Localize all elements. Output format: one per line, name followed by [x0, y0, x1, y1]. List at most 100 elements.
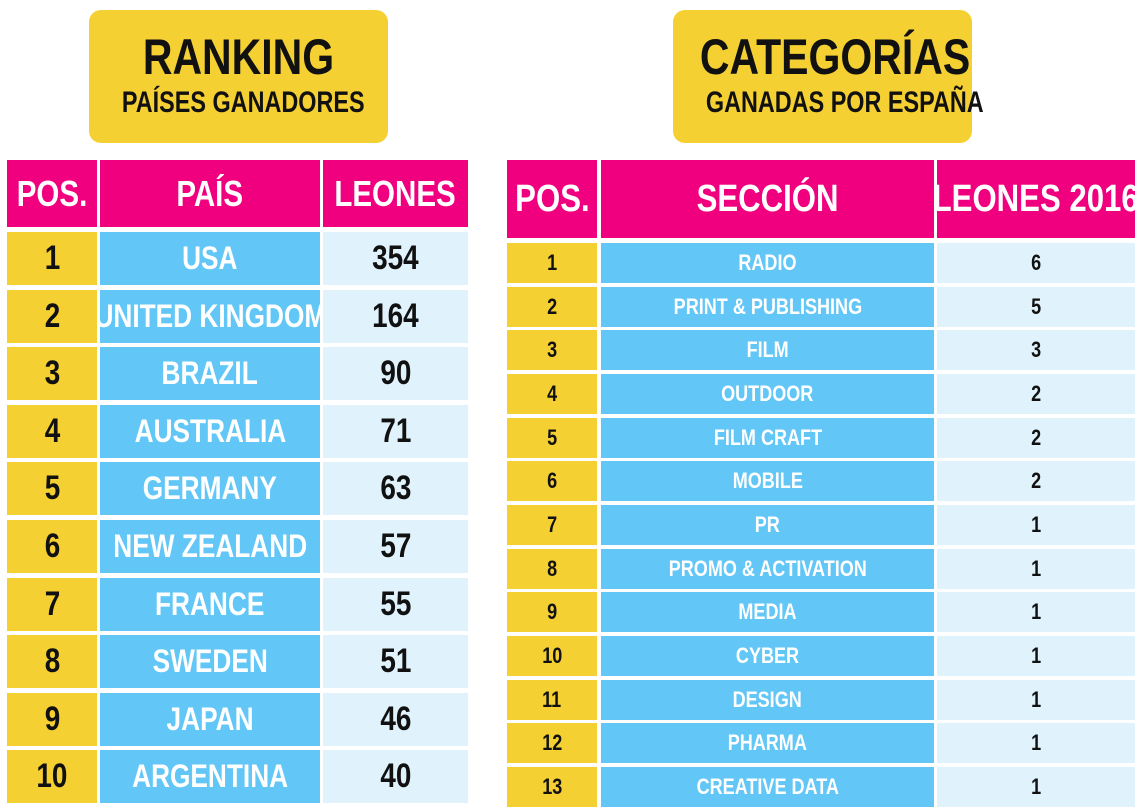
ranking-title-box: RANKING PAÍSES GANADORES — [89, 10, 388, 143]
ranking-header-pos-text: POS. — [16, 172, 88, 214]
ranking-row-3-value-text: 90 — [379, 354, 412, 392]
categorias-row-7-pos: 7 — [507, 505, 597, 545]
ranking-row-5-pos-text: 5 — [44, 469, 60, 507]
categorias-row-11-value-text: 1 — [1030, 687, 1042, 712]
categorias-row-4-value: 2 — [937, 374, 1135, 414]
categorias-row-7-value: 1 — [937, 505, 1135, 545]
categorias-row-6-pos-text: 6 — [546, 468, 558, 493]
categorias-row-8-name-text: PROMO & ACTIVATION — [668, 556, 867, 581]
categorias-row-6-pos: 6 — [507, 461, 597, 501]
categorias-row-10-value-text: 1 — [1030, 643, 1042, 668]
categorias-row-12-pos: 12 — [507, 723, 597, 763]
ranking-row-9-value-text: 46 — [379, 700, 412, 738]
ranking-row-2-value: 164 — [323, 290, 468, 343]
ranking-row-9-value: 46 — [323, 693, 468, 746]
categorias-row-12-name-text: PHARMA — [727, 730, 808, 755]
ranking-row-5-pos: 5 — [7, 462, 97, 515]
categorias-title: CATEGORÍAS — [699, 29, 971, 85]
categorias-row-9-pos: 9 — [507, 592, 597, 632]
ranking-row-6-value: 57 — [323, 520, 468, 573]
categorias-row-8-value: 1 — [937, 549, 1135, 589]
ranking-row-1-name: USA — [100, 232, 320, 285]
categorias-row-3-pos-text: 3 — [546, 337, 558, 362]
categorias-row-2-value: 5 — [937, 287, 1135, 327]
categorias-row-12-pos-text: 12 — [541, 730, 563, 755]
categorias-row-2-pos-text: 2 — [546, 294, 558, 319]
categorias-row-2-name-text: PRINT & PUBLISHING — [673, 294, 862, 319]
categorias-row-6-name-text: MOBILE — [732, 468, 803, 493]
categorias-row-11-value: 1 — [937, 680, 1135, 720]
categorias-row-2-value-text: 5 — [1030, 294, 1042, 319]
ranking-row-6-pos-text: 6 — [44, 527, 60, 565]
categorias-row-12-value: 1 — [937, 723, 1135, 763]
ranking-row-10-pos-text: 10 — [36, 757, 68, 795]
categorias-row-4-name: OUTDOOR — [601, 374, 934, 414]
categorias-row-12-name: PHARMA — [601, 723, 934, 763]
ranking-row-10-value: 40 — [323, 750, 468, 803]
categorias-row-2-name: PRINT & PUBLISHING — [601, 287, 934, 327]
ranking-row-8-name: SWEDEN — [100, 635, 320, 688]
categorias-header-value: LEONES 2016 — [937, 160, 1135, 238]
ranking-row-10-value-text: 40 — [379, 757, 412, 795]
categorias-row-3-name: FILM — [601, 330, 934, 370]
categorias-row-5-pos-text: 5 — [546, 425, 558, 450]
categorias-row-10-name-text: CYBER — [735, 643, 800, 668]
categorias-row-8-pos: 8 — [507, 549, 597, 589]
categorias-row-13-name-text: CREATIVE DATA — [696, 774, 839, 799]
categorias-row-13-pos-text: 13 — [541, 774, 563, 799]
ranking-row-5-value-text: 63 — [379, 469, 412, 507]
ranking-row-8-pos-text: 8 — [44, 642, 60, 680]
categorias-row-7-pos-text: 7 — [546, 512, 558, 537]
ranking-row-7-name: FRANCE — [100, 578, 320, 631]
categorias-row-12-value-text: 1 — [1030, 730, 1042, 755]
ranking-header-value: LEONES — [323, 160, 468, 227]
categorias-row-10-pos: 10 — [507, 636, 597, 676]
categorias-row-10-value: 1 — [937, 636, 1135, 676]
categorias-row-9-pos-text: 9 — [546, 599, 558, 624]
ranking-subtitle: PAÍSES GANADORES — [121, 86, 365, 119]
categorias-row-9-value-text: 1 — [1030, 599, 1042, 624]
ranking-title: RANKING — [142, 29, 335, 85]
categorias-row-6-name: MOBILE — [601, 461, 934, 501]
categorias-row-5-pos: 5 — [507, 418, 597, 458]
categorias-row-13-value-text: 1 — [1030, 774, 1042, 799]
categorias-row-1-pos-text: 1 — [546, 250, 558, 275]
ranking-row-7-name-text: FRANCE — [155, 586, 265, 622]
categorias-row-4-name-text: OUTDOOR — [721, 381, 814, 406]
ranking-row-4-value: 71 — [323, 405, 468, 458]
categorias-row-8-name: PROMO & ACTIVATION — [601, 549, 934, 589]
ranking-row-10-name-text: ARGENTINA — [132, 758, 288, 794]
categorias-row-8-value-text: 1 — [1030, 556, 1042, 581]
categorias-row-5-value-text: 2 — [1030, 425, 1042, 450]
categorias-row-13-name: CREATIVE DATA — [601, 767, 934, 807]
ranking-row-2-value-text: 164 — [372, 297, 419, 335]
ranking-row-7-pos-text: 7 — [44, 585, 60, 623]
categorias-row-3-value-text: 3 — [1030, 337, 1042, 362]
ranking-row-1-value-text: 354 — [372, 239, 419, 277]
categorias-row-1-value: 6 — [937, 243, 1135, 283]
ranking-row-1-name-text: USA — [182, 240, 238, 276]
ranking-row-4-pos-text: 4 — [44, 412, 60, 450]
ranking-row-5-name: GERMANY — [100, 462, 320, 515]
ranking-row-7-value-text: 55 — [379, 585, 412, 623]
ranking-row-7-value: 55 — [323, 578, 468, 631]
ranking-header-value-text: LEONES — [334, 172, 457, 214]
categorias-row-10-pos-text: 10 — [541, 643, 563, 668]
ranking-row-8-value-text: 51 — [379, 642, 412, 680]
ranking-row-4-value-text: 71 — [379, 412, 412, 450]
categorias-row-8-pos-text: 8 — [546, 556, 558, 581]
categorias-header-name-text: SECCIÓN — [696, 177, 839, 220]
ranking-row-3-pos: 3 — [7, 347, 97, 400]
categorias-row-5-name: FILM CRAFT — [601, 418, 934, 458]
ranking-row-6-pos: 6 — [7, 520, 97, 573]
categorias-row-6-value-text: 2 — [1030, 468, 1042, 493]
categorias-row-13-pos: 13 — [507, 767, 597, 807]
categorias-row-1-pos: 1 — [507, 243, 597, 283]
ranking-row-6-name: NEW ZEALAND — [100, 520, 320, 573]
ranking-row-9-name-text: JAPAN — [166, 701, 254, 737]
categorias-row-7-value-text: 1 — [1030, 512, 1042, 537]
ranking-row-3-name: BRAZIL — [100, 347, 320, 400]
ranking-row-9-pos: 9 — [7, 693, 97, 746]
ranking-header-pos: POS. — [7, 160, 97, 227]
ranking-row-3-value: 90 — [323, 347, 468, 400]
